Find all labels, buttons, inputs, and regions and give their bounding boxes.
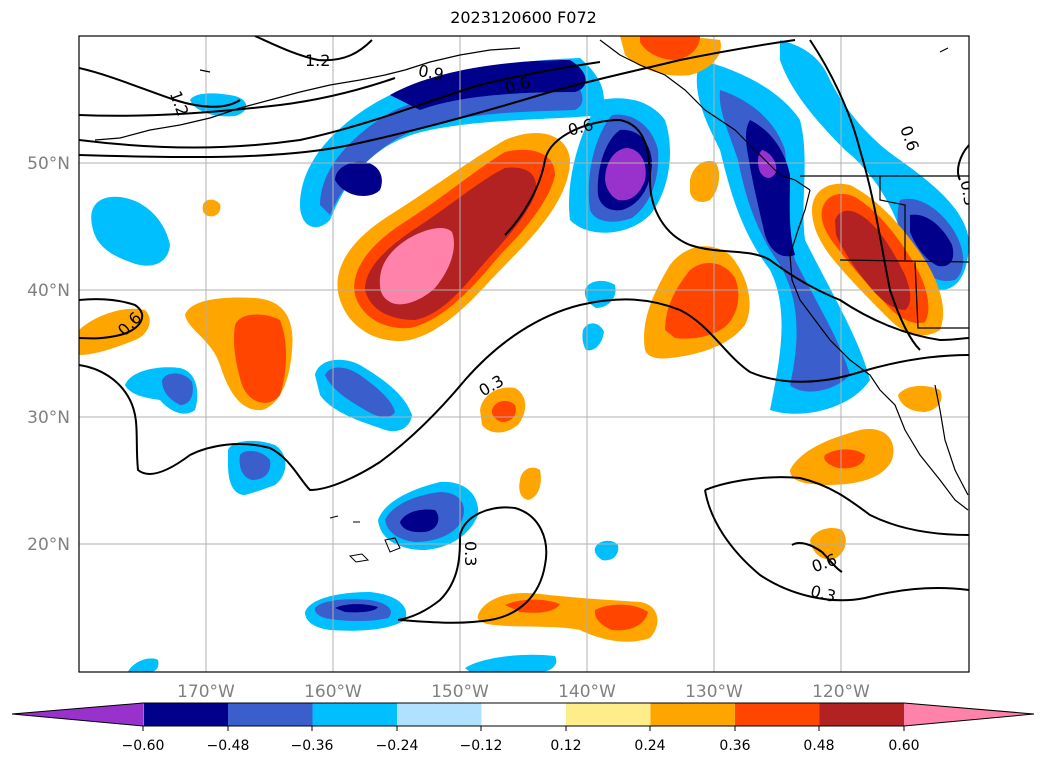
map-panel: 1.2 1.2 0.9 0.6 0.6 0.6 0.3 0.3 0.6 0.3 …	[79, 36, 969, 672]
colorbar-tick-label: 0.48	[803, 738, 834, 754]
colorbar-tick-label: 0.12	[550, 738, 581, 754]
graticule	[79, 36, 969, 672]
lon-label: 150°W	[431, 682, 489, 702]
map-frame	[78, 35, 970, 673]
lat-label: 30°N	[27, 408, 70, 428]
colorbar-tick-label: 0.24	[634, 738, 665, 754]
lon-label: 140°W	[558, 682, 616, 702]
lon-label: 120°W	[812, 682, 870, 702]
map-title: 2023120600 F072	[450, 8, 597, 27]
lat-label: 40°N	[27, 281, 70, 301]
colorbar-tick-label: −0.36	[291, 738, 334, 754]
lon-label: 170°W	[177, 682, 235, 702]
colorbar-tick-label: 0.36	[719, 738, 750, 754]
lat-label: 50°N	[27, 154, 70, 174]
colorbar-cell	[735, 703, 821, 726]
colorbar: −0.60 −0.48 −0.36 −0.24 −0.12 0.12 0.24 …	[11, 702, 1035, 754]
colorbar-cells	[11, 702, 1035, 727]
longitude-labels: 170°W 160°W 150°W 140°W 130°W 120°W	[177, 682, 870, 702]
colorbar-cell	[650, 703, 736, 726]
latitude-labels: 50°N 40°N 30°N 20°N	[27, 154, 70, 555]
colorbar-cell	[312, 703, 398, 726]
colorbar-cell	[819, 703, 905, 726]
colorbar-cell	[566, 703, 652, 726]
colorbar-cell	[481, 703, 567, 726]
colorbar-extend-low	[12, 703, 143, 726]
line-contours	[79, 36, 969, 624]
contour-label: 0.9	[417, 61, 445, 84]
contour-label: 0.3	[461, 541, 480, 566]
colorbar-tick-label: −0.60	[122, 738, 165, 754]
coastlines	[94, 39, 969, 511]
colorbar-extend-high	[904, 703, 1034, 726]
lon-label: 130°W	[685, 682, 743, 702]
colorbar-tick-label: −0.12	[460, 738, 503, 754]
islands	[329, 515, 401, 563]
contour-label: 1.2	[305, 51, 330, 70]
colorbar-tick-label: −0.48	[207, 738, 250, 754]
colorbar-tick-label: 0.60	[888, 738, 919, 754]
colorbar-cell	[228, 703, 314, 726]
colorbar-tick-label: −0.24	[376, 738, 419, 754]
lon-label: 160°W	[304, 682, 362, 702]
colorbar-cell	[143, 703, 229, 726]
colorbar-cell	[397, 703, 483, 726]
colorbar-ticks	[142, 726, 905, 731]
lat-label: 20°N	[27, 535, 70, 555]
